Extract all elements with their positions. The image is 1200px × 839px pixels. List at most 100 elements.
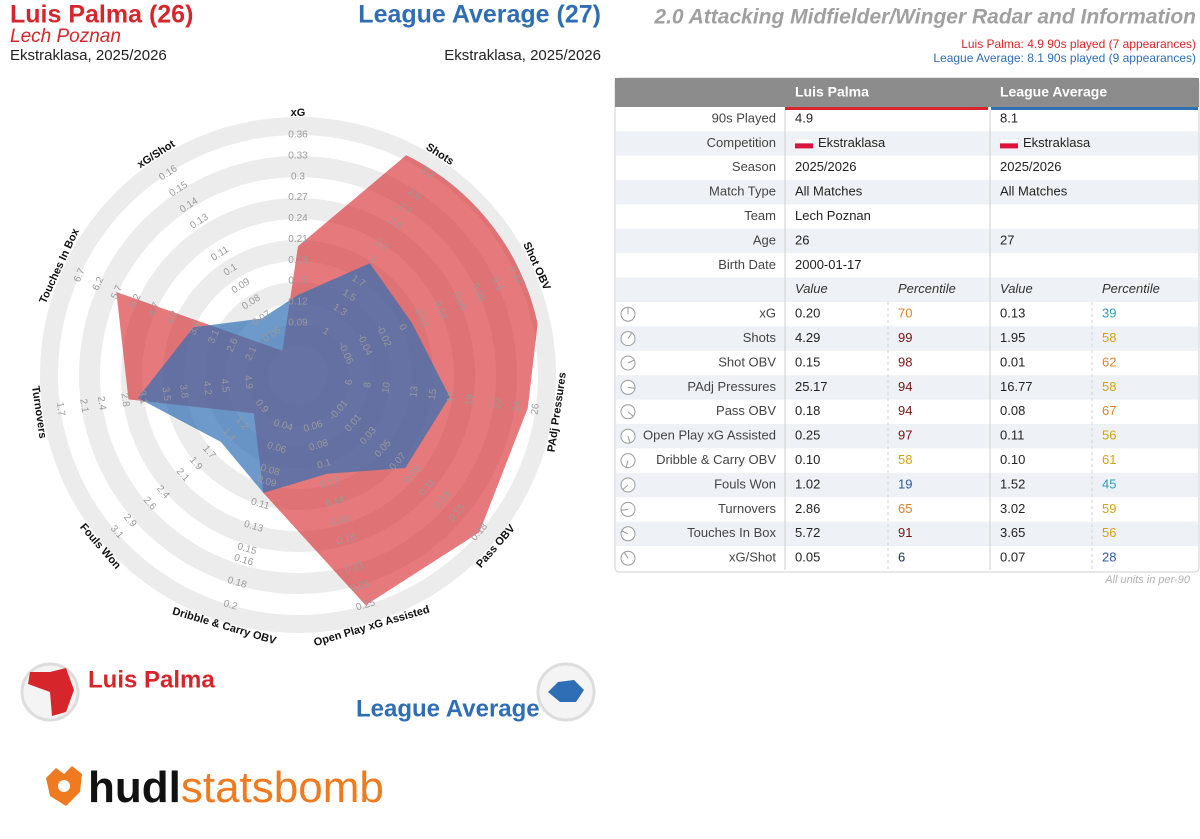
row-value: 0.18 bbox=[795, 403, 820, 418]
metric-icon-hand bbox=[627, 386, 635, 389]
tick-label: 13 bbox=[408, 385, 421, 398]
logo-icon-eye bbox=[58, 780, 70, 792]
percentile: 56 bbox=[1102, 428, 1116, 443]
tick-label: 0.18 bbox=[335, 531, 357, 547]
percentile: 56 bbox=[1102, 525, 1116, 540]
average-minutes: League Average: 8.1 90s played (9 appear… bbox=[933, 51, 1196, 65]
row-value: 0.11 bbox=[1000, 428, 1024, 443]
tick-label: 2.6 bbox=[225, 336, 241, 354]
tick-label: 0.08 bbox=[308, 437, 330, 453]
row-value: 0.25 bbox=[795, 428, 820, 443]
metric-icon-hand bbox=[625, 460, 629, 468]
row-label: Season bbox=[732, 159, 776, 174]
column-header: League Average bbox=[1000, 84, 1107, 100]
tick-label: 6.7 bbox=[72, 266, 88, 284]
tick-label: 0.13 bbox=[243, 519, 265, 535]
percentile: 97 bbox=[898, 428, 912, 443]
tick-label: 2.8 bbox=[118, 392, 131, 408]
tick-label: 2.4 bbox=[95, 396, 108, 412]
legend-icon-shape bbox=[28, 668, 74, 716]
tick-label: 24 bbox=[511, 400, 524, 413]
tick-label: 6.2 bbox=[91, 275, 107, 293]
tick-label: 4.2 bbox=[165, 309, 181, 327]
row-value: Ekstraklasa bbox=[1023, 135, 1091, 150]
row-label: Shots bbox=[743, 330, 777, 345]
row-value: 2.86 bbox=[795, 501, 820, 516]
percentile: 67 bbox=[1102, 403, 1116, 418]
tick-label: 3.6 bbox=[188, 319, 204, 337]
row-value: 4.9 bbox=[795, 110, 813, 125]
row-value: 1.52 bbox=[1000, 476, 1025, 491]
tick-label: 1 bbox=[320, 326, 331, 338]
row-value: 3.02 bbox=[1000, 501, 1025, 516]
tick-label: 0.1 bbox=[489, 275, 505, 293]
row-value: 1.95 bbox=[1000, 330, 1025, 345]
player-competition: Ekstraklasa, 2025/2026 bbox=[10, 47, 167, 64]
tick-label: 0.11 bbox=[249, 496, 270, 512]
percentile: 59 bbox=[1102, 501, 1116, 516]
legend-icon-shape bbox=[548, 680, 584, 702]
percentile: 58 bbox=[1102, 330, 1116, 345]
row-label: Team bbox=[744, 208, 776, 223]
tick-label: 0.25 bbox=[355, 597, 377, 613]
tick-label: 0.14 bbox=[324, 494, 346, 510]
row-value: 16.77 bbox=[1000, 379, 1033, 394]
row-shade bbox=[616, 326, 1198, 351]
row-value: Ekstraklasa bbox=[818, 135, 886, 150]
percentile: 61 bbox=[1102, 452, 1116, 467]
tick-label: 0.36 bbox=[288, 130, 308, 141]
tick-label: 2.1 bbox=[244, 345, 260, 363]
tick-label: 3.1 bbox=[206, 328, 222, 346]
tick-label: 19 bbox=[464, 393, 477, 406]
tick-label: 2.1 bbox=[77, 398, 90, 414]
metric-icon-hand bbox=[622, 484, 629, 490]
player-title: Luis Palma (26) bbox=[10, 1, 193, 29]
chart-title: 2.0 Attacking Midfielder/Winger Radar an… bbox=[653, 6, 1196, 29]
percentile: 45 bbox=[1102, 476, 1116, 491]
metric-icon-hand bbox=[621, 530, 629, 535]
row-value: 0.10 bbox=[795, 452, 820, 467]
tick-label: 0 bbox=[396, 323, 408, 333]
percentile: 99 bbox=[898, 330, 912, 345]
row-label: Turnovers bbox=[718, 501, 777, 516]
row-value: All Matches bbox=[795, 184, 863, 199]
tick-label: 0.18 bbox=[288, 255, 308, 266]
row-value: 0.13 bbox=[1000, 306, 1025, 321]
row-shade bbox=[616, 277, 1198, 302]
row-value: 0.10 bbox=[1000, 452, 1025, 467]
row-value: 8.1 bbox=[1000, 110, 1018, 125]
radar: 0.090.120.150.180.210.240.270.30.330.36x… bbox=[29, 107, 569, 649]
logo: hudlstatsbomb bbox=[46, 763, 384, 812]
tick-label: 4.2 bbox=[201, 380, 214, 396]
row-value: 5.72 bbox=[795, 525, 820, 540]
tick-label: 0.3 bbox=[291, 171, 305, 182]
tick-label: 0.21 bbox=[288, 234, 308, 245]
percentile: 62 bbox=[1102, 354, 1116, 369]
tick-label: 0.12 bbox=[319, 475, 341, 491]
tick-label: 0.27 bbox=[288, 192, 308, 203]
tick-label: 0.16 bbox=[330, 513, 352, 529]
row-label: Fouls Won bbox=[714, 476, 776, 491]
row-value: 0.20 bbox=[795, 306, 820, 321]
logo-text: hudlstatsbomb bbox=[88, 763, 384, 812]
radar-area bbox=[137, 263, 450, 493]
tick-label: 0.09 bbox=[256, 474, 278, 490]
row-label: Birth Date bbox=[718, 257, 776, 272]
row-value: 26 bbox=[795, 232, 809, 247]
row-label: Age bbox=[753, 232, 776, 247]
tick-label: 0.33 bbox=[288, 151, 308, 162]
tick-label: 0.16 bbox=[233, 552, 255, 568]
row-value: 27 bbox=[1000, 232, 1014, 247]
row-label: PAdj Pressures bbox=[687, 379, 776, 394]
metric-icon-hand bbox=[627, 411, 634, 417]
row-label: 90s Played bbox=[712, 110, 776, 125]
row-label: Competition bbox=[707, 135, 776, 150]
tick-label: 3.1 bbox=[136, 390, 149, 406]
subheader: Percentile bbox=[898, 281, 956, 296]
row-label: Pass OBV bbox=[716, 403, 776, 418]
legend: Luis Palma League Average bbox=[20, 662, 596, 722]
row-shade bbox=[616, 131, 1198, 156]
tick-label: 5.7 bbox=[109, 283, 125, 301]
row-value: 1.02 bbox=[795, 476, 820, 491]
percentile: 6 bbox=[898, 550, 905, 565]
